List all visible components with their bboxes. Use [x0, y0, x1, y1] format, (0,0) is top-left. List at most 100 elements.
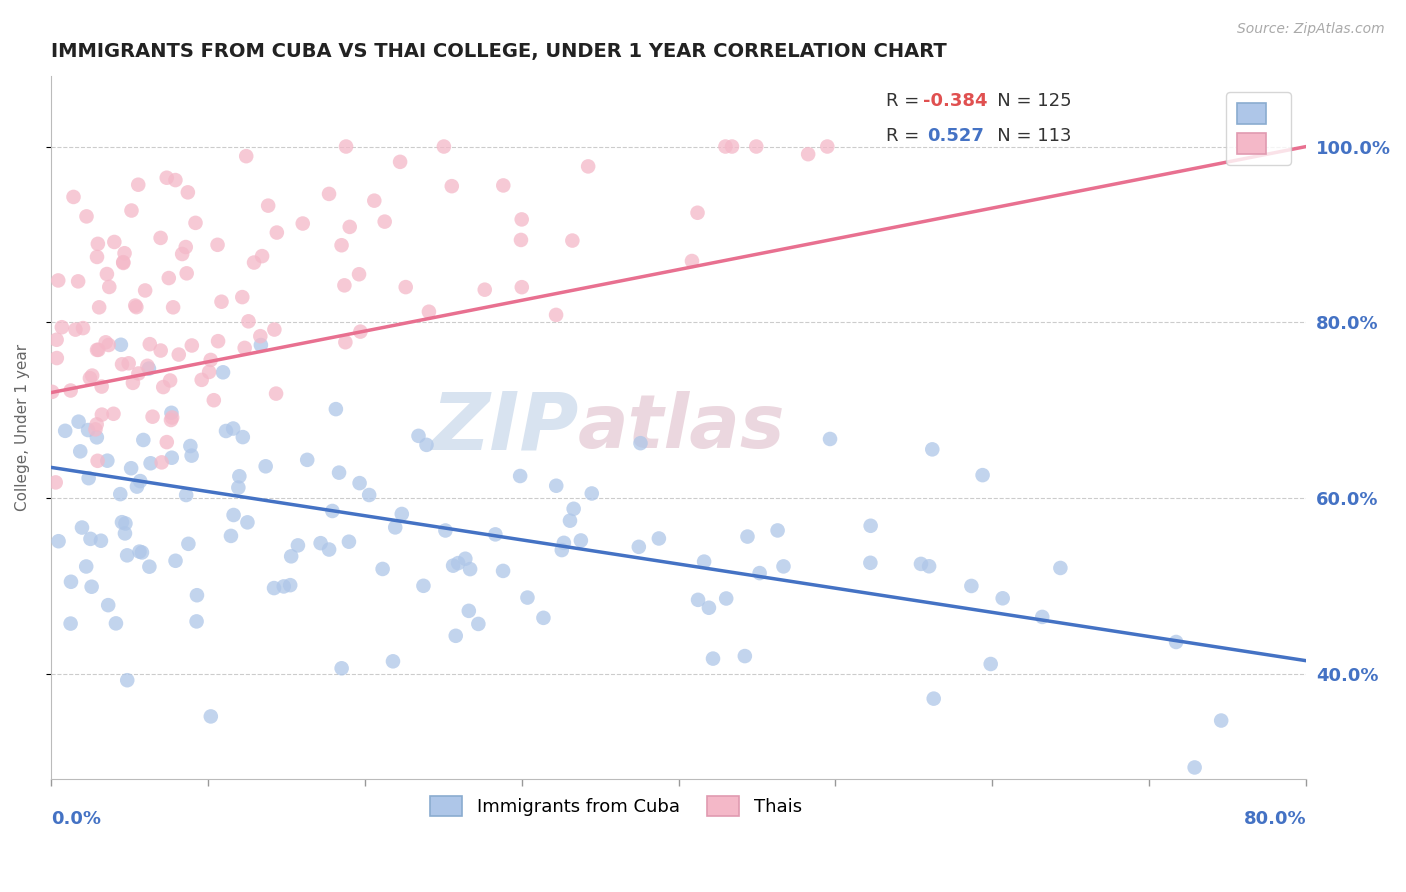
Point — [509, 469, 531, 483]
Point — [94, 335, 117, 350]
Point — [291, 217, 314, 231]
Point — [273, 579, 295, 593]
Point — [363, 194, 385, 208]
Point — [266, 226, 288, 240]
Point — [325, 402, 347, 417]
Point — [110, 487, 132, 501]
Point — [150, 455, 173, 469]
Point — [177, 186, 200, 200]
Point — [112, 256, 135, 270]
Point — [263, 322, 285, 336]
Point — [138, 559, 160, 574]
Point — [562, 501, 585, 516]
Point — [374, 214, 396, 228]
Point — [922, 691, 945, 706]
Point — [160, 406, 183, 420]
Point — [359, 488, 381, 502]
Point — [457, 604, 479, 618]
Point — [70, 520, 93, 534]
Point — [333, 278, 356, 293]
Point — [149, 343, 172, 358]
Point — [136, 359, 159, 373]
Point — [254, 459, 277, 474]
Point — [921, 442, 943, 457]
Point — [257, 199, 280, 213]
Point — [1211, 714, 1233, 728]
Point — [211, 294, 233, 309]
Point — [772, 559, 794, 574]
Point — [139, 337, 162, 351]
Point — [179, 439, 201, 453]
Point — [686, 592, 709, 607]
Point — [184, 216, 207, 230]
Point — [121, 203, 143, 218]
Text: -0.384: -0.384 — [924, 92, 988, 110]
Point — [96, 453, 118, 467]
Point — [202, 393, 225, 408]
Point — [98, 280, 121, 294]
Point — [200, 709, 222, 723]
Point — [318, 542, 340, 557]
Point — [111, 515, 134, 529]
Point — [349, 476, 371, 491]
Point — [381, 654, 404, 668]
Point — [115, 549, 138, 563]
Point — [467, 616, 489, 631]
Point — [86, 250, 108, 264]
Point — [124, 299, 146, 313]
Point — [412, 579, 434, 593]
Point — [215, 424, 238, 438]
Point — [86, 430, 108, 444]
Point — [77, 471, 100, 485]
Point — [335, 335, 357, 350]
Point — [391, 507, 413, 521]
Point — [745, 139, 768, 153]
Point — [103, 235, 125, 249]
Point — [180, 338, 202, 352]
Point — [748, 566, 770, 580]
Point — [1184, 760, 1206, 774]
Text: 0.527: 0.527 — [927, 127, 984, 145]
Point — [174, 488, 197, 502]
Point — [79, 532, 101, 546]
Point — [434, 524, 457, 538]
Point — [160, 410, 183, 425]
Point — [118, 356, 141, 370]
Point — [474, 283, 496, 297]
Point — [243, 255, 266, 269]
Point — [492, 178, 515, 193]
Point — [264, 386, 287, 401]
Point — [219, 529, 242, 543]
Text: 80.0%: 80.0% — [1244, 810, 1306, 828]
Point — [120, 461, 142, 475]
Point — [186, 588, 208, 602]
Point — [59, 616, 82, 631]
Point — [228, 481, 250, 495]
Point — [89, 301, 111, 315]
Text: ZIP: ZIP — [430, 389, 578, 467]
Point — [51, 320, 73, 334]
Point — [114, 246, 136, 260]
Point — [714, 139, 737, 153]
Point — [62, 190, 84, 204]
Point — [160, 413, 183, 427]
Point — [236, 516, 259, 530]
Point — [222, 508, 245, 522]
Point — [114, 516, 136, 531]
Point — [553, 536, 575, 550]
Point — [45, 333, 67, 347]
Point — [859, 518, 882, 533]
Point — [86, 343, 108, 357]
Point — [510, 280, 533, 294]
Point — [734, 649, 756, 664]
Point — [337, 534, 360, 549]
Point — [309, 536, 332, 550]
Point — [318, 186, 340, 201]
Point — [90, 533, 112, 548]
Point — [139, 456, 162, 470]
Text: R =: R = — [886, 127, 931, 145]
Point — [716, 591, 738, 606]
Point — [797, 147, 820, 161]
Y-axis label: College, Under 1 year: College, Under 1 year — [15, 344, 30, 511]
Point — [198, 365, 221, 379]
